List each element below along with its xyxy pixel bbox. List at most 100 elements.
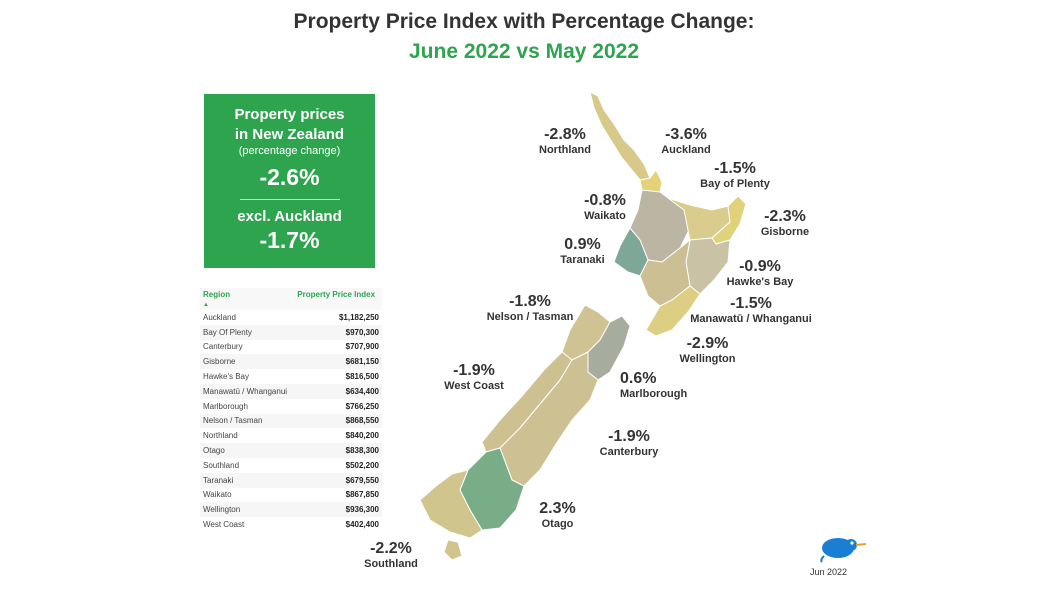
table-row: Taranaki $679,550 [200, 472, 382, 488]
change: 0.9% [564, 236, 601, 253]
region-cell: Auckland [203, 312, 236, 322]
change: -2.3% [764, 208, 806, 225]
change: -0.8% [584, 192, 626, 209]
name: Bay of Plenty [700, 178, 770, 190]
name: Nelson / Tasman [486, 311, 574, 323]
region-taranaki[interactable] [613, 227, 649, 277]
change: 0.6% [620, 370, 657, 387]
sort-ascending-icon: ▲ [203, 302, 209, 308]
name: Canterbury [599, 446, 659, 458]
price-cell: $1,182,250 [338, 312, 379, 322]
price-cell: $679,550 [294, 472, 382, 488]
region-wellington[interactable] [645, 285, 701, 337]
table-row: Canterbury $707,900 [200, 340, 382, 355]
table-row: West Coast $402,400 [200, 517, 382, 532]
region-canterbury[interactable] [499, 351, 599, 487]
table-row: Otago $838,300 [200, 443, 382, 458]
label-wellington: -2.9% Wellington [670, 335, 745, 365]
label-marlborough: 0.6% Marlborough [620, 370, 700, 400]
column-header-region[interactable]: Region ▲ [200, 288, 295, 310]
label-northland: -2.8% Northland [525, 126, 605, 156]
name: Northland [539, 144, 591, 156]
table-row: Manawatū / Whanganui $634,400 [200, 383, 382, 399]
table-row: Hawke's Bay $816,500 [200, 369, 382, 384]
region-cell: Manawatū / Whanganui [200, 383, 295, 399]
label-manawatu-whanganui: -1.5% Manawatū / Whanganui [676, 295, 826, 325]
price-cell: $868,550 [294, 413, 382, 429]
heading-line1: Property prices [234, 106, 345, 123]
region-cell: Otago [200, 443, 295, 458]
price-cell: $766,250 [345, 401, 379, 411]
name: Auckland [661, 144, 711, 156]
region-cell: Canterbury [203, 342, 243, 352]
summary-card: Property prices in New Zealand (percentag… [204, 94, 375, 268]
excl-change: -1.7% [259, 227, 320, 253]
region-cell: West Coast [203, 520, 245, 530]
change: -1.9% [453, 362, 495, 379]
table-row: Nelson / Tasman $868,550 [200, 413, 382, 429]
heading-line2: in New Zealand [234, 126, 345, 143]
region-cell: Bay Of Plenty [200, 324, 295, 340]
table-row: Gisborne $681,150 [200, 354, 382, 370]
table-row: Northland $840,200 [200, 428, 382, 443]
name: Taranaki [560, 254, 605, 266]
region-header-label: Region [203, 290, 231, 299]
region-southland[interactable] [419, 469, 483, 539]
label-auckland: -3.6% Auckland [646, 126, 726, 156]
price-cell: $502,200 [345, 460, 379, 470]
table-row: Waikato $867,850 [200, 488, 382, 503]
summary-note: (percentage change) [238, 145, 341, 157]
name: Otago [541, 518, 574, 530]
table-row: Auckland $1,182,250 [200, 310, 382, 325]
change: -1.9% [608, 428, 650, 445]
name: Gisborne [760, 226, 810, 238]
change: -2.2% [370, 540, 412, 557]
name: Manawatū / Whanganui [690, 313, 812, 325]
change: -1.5% [714, 160, 756, 177]
label-waikato: -0.8% Waikato [570, 192, 640, 222]
change: -2.9% [686, 335, 729, 352]
label-nelson-tasman: -1.8% Nelson / Tasman [466, 293, 594, 323]
name: Marlborough [620, 388, 688, 400]
label-southland: -2.2% Southland [358, 540, 424, 570]
table-row: Wellington $936,300 [200, 502, 382, 518]
change: -1.5% [730, 295, 772, 312]
region-stewart-island[interactable] [443, 539, 463, 561]
region-cell: Taranaki [200, 472, 295, 488]
table-row: Southland $502,200 [200, 458, 382, 473]
change: -2.8% [544, 126, 586, 143]
name: Hawke's Bay [726, 276, 794, 288]
region-cell: Waikato [203, 490, 232, 500]
region-cell: Hawke's Bay [203, 372, 249, 382]
region-cell: Southland [203, 460, 240, 470]
label-taranaki: 0.9% Taranaki [545, 236, 620, 266]
label-otago: 2.3% Otago [530, 500, 585, 530]
price-cell: $838,300 [294, 443, 382, 458]
label-hawkes-bay: -0.9% Hawke's Bay [720, 258, 800, 288]
region-marlborough[interactable] [587, 315, 631, 381]
table-row: Bay Of Plenty $970,300 [200, 324, 382, 340]
change: -1.8% [509, 293, 551, 310]
nz-change: -2.6% [259, 164, 320, 190]
price-cell: $816,500 [345, 372, 379, 382]
label-gisborne: -2.3% Gisborne [750, 208, 820, 238]
price-cell: $936,300 [294, 502, 382, 518]
name: West Coast [444, 380, 504, 392]
price-cell: $681,150 [294, 354, 382, 370]
divider [239, 199, 340, 200]
price-cell: $402,400 [345, 520, 379, 530]
price-cell: $867,850 [345, 490, 379, 500]
region-cell: Northland [203, 431, 238, 441]
region-cell: Nelson / Tasman [200, 413, 295, 429]
page-subtitle: June 2022 vs May 2022 [409, 40, 639, 63]
name: Southland [364, 558, 418, 570]
region-cell: Marlborough [203, 401, 248, 411]
column-header-index[interactable]: Property Price Index [294, 288, 382, 310]
table-row: Marlborough $766,250 [200, 399, 382, 414]
label-bay-of-plenty: -1.5% Bay of Plenty [685, 160, 785, 190]
change: -0.9% [739, 258, 781, 275]
name: Waikato [584, 210, 626, 222]
price-cell: $707,900 [345, 342, 379, 352]
excl-label: excl. Auckland [237, 208, 342, 225]
